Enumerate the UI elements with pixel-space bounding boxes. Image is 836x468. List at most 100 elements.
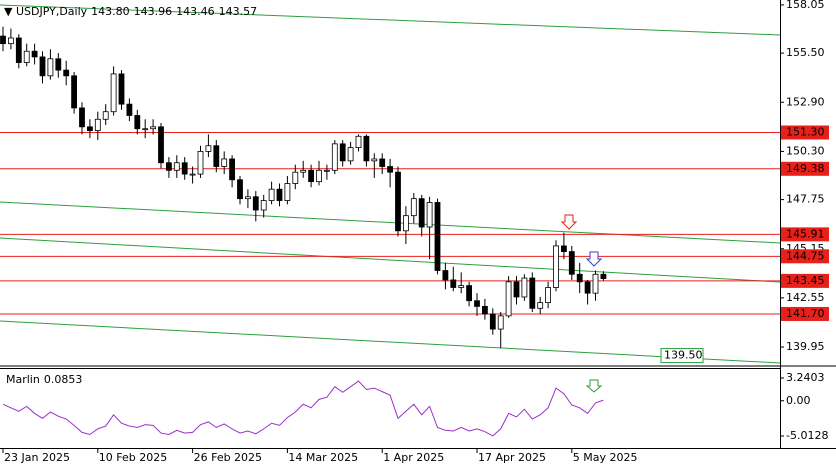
candle-body — [497, 315, 504, 330]
y-tick-label: -5.0128 — [786, 429, 828, 442]
candle-body — [173, 162, 180, 171]
candle-body — [118, 73, 125, 105]
x-tick-label: 5 May 2025 — [573, 451, 638, 464]
candle-body — [268, 188, 275, 201]
candle-body — [331, 143, 338, 171]
signal-arrow — [585, 251, 603, 267]
chart-header: ▼ USDJPY,Daily 143.80 143.96 143.46 143.57 — [4, 5, 257, 18]
y-tick-label: 152.90 — [786, 95, 825, 108]
indicator-name: Marlin — [6, 373, 40, 386]
candle-body — [7, 37, 14, 45]
level-label-box — [781, 125, 829, 140]
level-label: 149.38 — [786, 162, 825, 175]
candle-body — [339, 143, 346, 162]
level-label-box — [781, 306, 829, 321]
y-tick-label: 150.30 — [786, 144, 825, 157]
candle-body — [481, 306, 488, 315]
signal-arrow — [585, 379, 603, 393]
x-tick-label: 14 Mar 2025 — [288, 451, 358, 464]
candle-body — [292, 171, 299, 184]
candle-body — [94, 118, 101, 132]
level-label-box — [781, 273, 829, 288]
candle-body — [387, 166, 394, 173]
plot-area — [0, 26, 780, 437]
candle-body — [545, 287, 551, 304]
candle-body — [474, 300, 480, 307]
candle-body — [126, 103, 133, 116]
candle-body — [600, 273, 607, 280]
candle-body — [347, 147, 354, 162]
y-tick-label: 0.00 — [786, 394, 811, 407]
trend-line — [0, 201, 781, 244]
candle-body — [205, 145, 212, 152]
sell-arrow — [560, 214, 578, 230]
candle-body — [55, 58, 62, 71]
candle-body — [165, 162, 172, 171]
y-tick-label: 147.75 — [786, 193, 825, 206]
candle-body — [221, 158, 228, 167]
candle-body — [592, 273, 599, 294]
candle-body — [442, 270, 449, 281]
candle-body — [300, 169, 307, 173]
x-tick-label: 10 Feb 2025 — [99, 451, 167, 464]
candle-body — [450, 279, 457, 288]
trend-line — [0, 320, 781, 364]
indicator-line — [2, 380, 604, 437]
x-tick-label: 26 Feb 2025 — [194, 451, 262, 464]
candle-body — [197, 151, 204, 175]
candle-body — [213, 145, 220, 167]
candle-body — [355, 135, 362, 149]
candle-body — [63, 69, 70, 77]
candle-body — [0, 35, 6, 45]
candle-body — [276, 188, 283, 201]
candle-body — [576, 273, 583, 283]
candle-body — [426, 202, 433, 228]
candle-body — [237, 179, 243, 200]
candle-body — [410, 198, 417, 217]
indicator-header: Marlin 0.0853 — [6, 373, 82, 386]
x-tick-label: 17 Apr 2025 — [478, 451, 546, 464]
candle-body — [529, 277, 536, 309]
candle-body — [553, 245, 559, 288]
candle-body — [71, 75, 77, 109]
candle-body — [308, 169, 315, 183]
candle-body — [363, 135, 370, 162]
candle-body — [561, 245, 567, 252]
candle-body — [31, 50, 38, 58]
candle-body — [434, 202, 441, 271]
candle-body — [537, 302, 544, 309]
candle-body — [458, 285, 465, 288]
candle-body — [260, 200, 267, 211]
candle-body — [489, 313, 496, 330]
candle-body — [110, 73, 117, 113]
candle-body — [87, 126, 93, 132]
level-label: 151.30 — [786, 126, 825, 139]
candle-body — [316, 169, 322, 183]
menu-triangle: ▼ — [4, 5, 16, 18]
level-label: 143.45 — [786, 274, 825, 287]
candle-body — [379, 158, 386, 167]
candle-body — [142, 128, 149, 131]
candle-body — [418, 198, 425, 228]
annotation-box — [660, 348, 704, 364]
y-tick-label: 142.55 — [786, 291, 825, 304]
candle-body — [584, 281, 591, 294]
x-tick-label: 1 Apr 2025 — [383, 451, 444, 464]
candle-body — [23, 50, 30, 63]
level-label: 144.75 — [786, 249, 825, 262]
candle-body — [323, 169, 330, 172]
level-label-box — [781, 249, 829, 264]
candle-body — [181, 162, 188, 175]
candle-body — [252, 196, 259, 211]
candle-body — [513, 281, 520, 298]
y-tick-label: 158.05 — [786, 0, 825, 11]
symbol: USDJPY,Daily — [16, 5, 88, 18]
trend-line — [0, 4, 781, 36]
candle-body — [189, 173, 196, 176]
candle-body — [39, 56, 46, 77]
x-tick-label: 23 Jan 2025 — [4, 451, 70, 464]
candle-body — [158, 126, 164, 164]
level-label: 145.91 — [786, 227, 825, 240]
